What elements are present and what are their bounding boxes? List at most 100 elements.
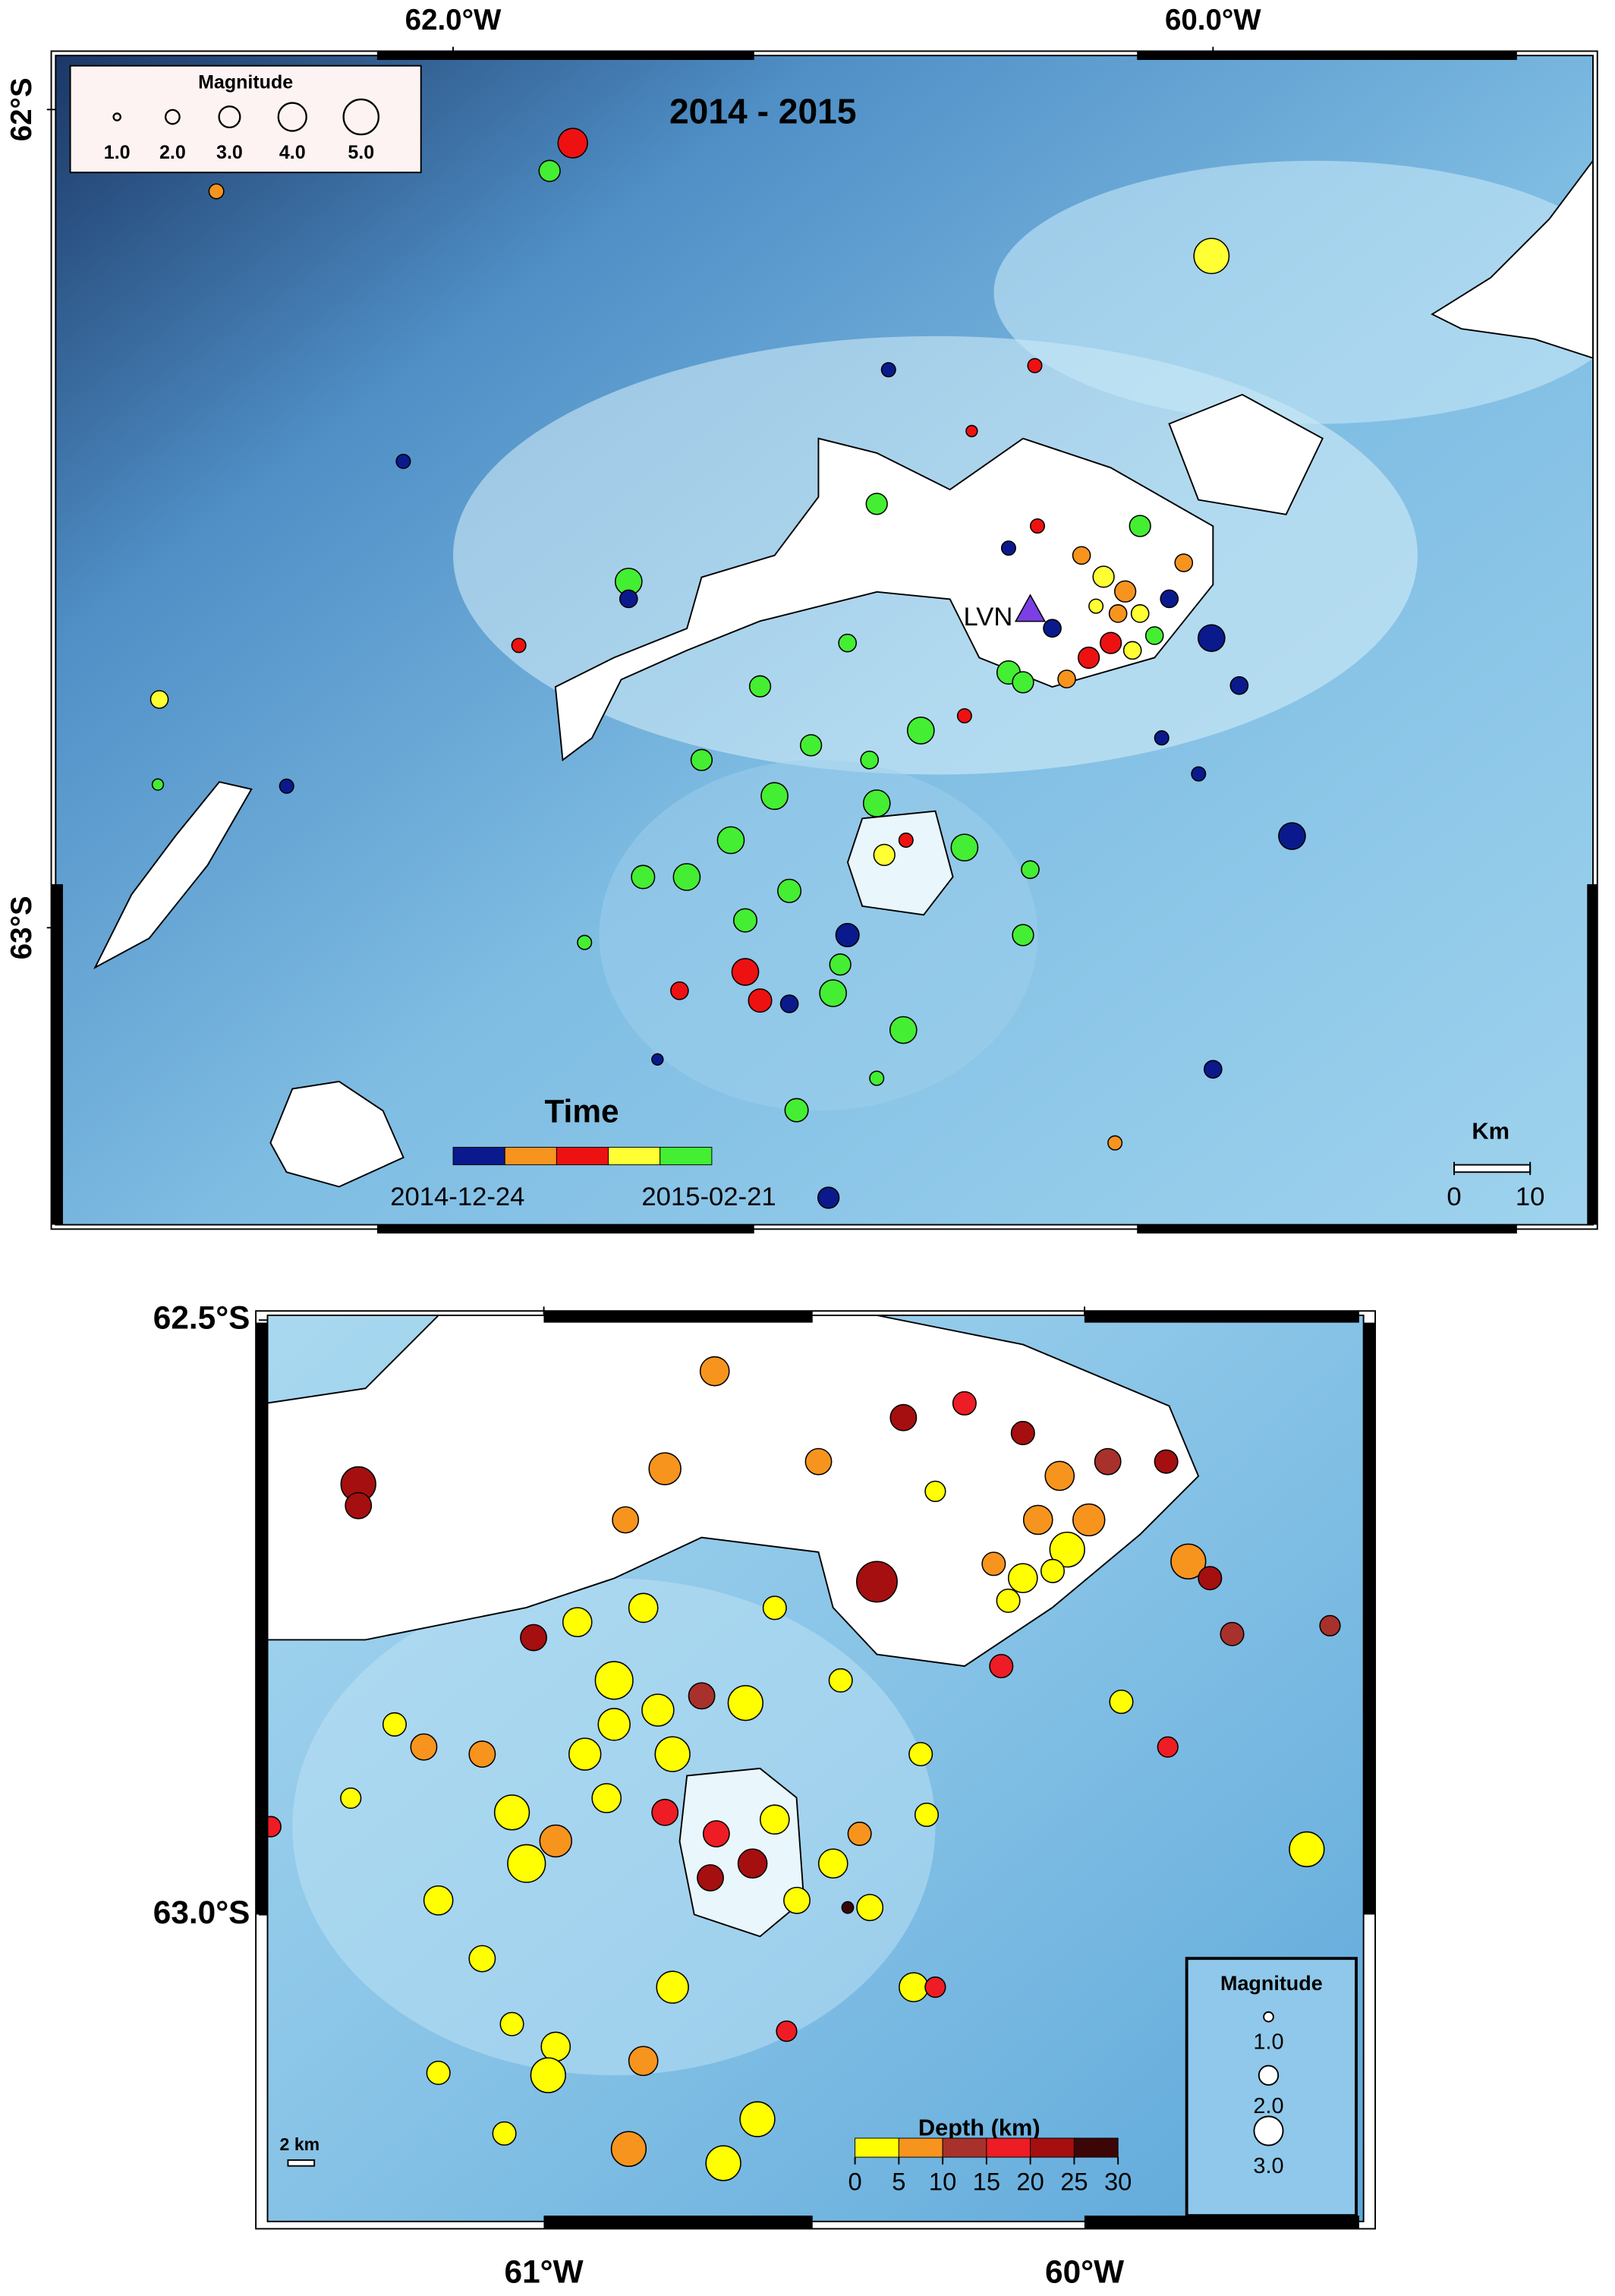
earthquake bbox=[702, 1820, 730, 1847]
earthquake bbox=[345, 1491, 373, 1520]
earthquake bbox=[847, 1822, 872, 1847]
earthquake bbox=[981, 1551, 1006, 1576]
colorbar-segment bbox=[942, 2137, 987, 2158]
earthquake bbox=[737, 1848, 768, 1879]
earthquake bbox=[1160, 589, 1179, 609]
earthquake bbox=[1174, 553, 1194, 572]
legend-label: 3.0 bbox=[216, 142, 243, 163]
earthquake bbox=[869, 1070, 885, 1086]
earthquake bbox=[952, 1391, 977, 1416]
legend-label: 2.0 bbox=[1253, 2094, 1283, 2118]
earthquake bbox=[817, 1186, 840, 1209]
earthquake bbox=[619, 589, 638, 609]
earthquake bbox=[1122, 641, 1142, 660]
scale-bar bbox=[287, 2159, 316, 2167]
lon-tick-label: 61°W bbox=[505, 2253, 584, 2289]
earthquake bbox=[828, 1668, 853, 1693]
earthquake bbox=[838, 633, 858, 653]
earthquake bbox=[924, 1976, 946, 1998]
earthquake bbox=[799, 734, 823, 757]
legend-circle bbox=[164, 109, 181, 125]
earthquake bbox=[705, 2145, 741, 2181]
colorbar-segment bbox=[660, 1147, 713, 1166]
earthquake bbox=[1088, 598, 1104, 614]
colorbar-segment bbox=[1073, 2137, 1119, 2158]
lon-tick-label: 60°W bbox=[1045, 2253, 1124, 2289]
earthquake bbox=[855, 1561, 898, 1603]
earthquake bbox=[641, 1693, 675, 1727]
earthquake bbox=[1007, 1563, 1038, 1594]
earthquake bbox=[1077, 646, 1100, 669]
colorbar-label: 10 bbox=[929, 2167, 956, 2195]
earthquake bbox=[520, 1624, 547, 1652]
earthquake bbox=[965, 424, 978, 438]
earthquake bbox=[760, 782, 789, 811]
earthquake bbox=[507, 1844, 546, 1883]
scale-title: 2 km bbox=[280, 2134, 320, 2154]
colorbar-segment bbox=[1030, 2137, 1075, 2158]
earthquake bbox=[817, 1848, 848, 1879]
lat-tick-label: 62.5°S bbox=[153, 1299, 250, 1335]
earthquake bbox=[1197, 624, 1226, 653]
earthquake bbox=[1092, 565, 1115, 588]
earthquake bbox=[1029, 518, 1046, 534]
legend-title: Time bbox=[544, 1093, 619, 1129]
earthquake bbox=[1114, 580, 1137, 603]
map-title: 2014 - 2015 bbox=[669, 91, 857, 131]
legend-circle bbox=[1253, 2115, 1284, 2146]
earthquake bbox=[568, 1737, 602, 1771]
earthquake bbox=[594, 1661, 634, 1700]
earthquake bbox=[1129, 515, 1151, 537]
earthquake bbox=[784, 1098, 809, 1123]
earthquake bbox=[1144, 626, 1164, 645]
earthquake bbox=[340, 1787, 362, 1809]
legend-title: Magnitude bbox=[198, 71, 293, 93]
earthquake bbox=[656, 1970, 689, 2004]
earthquake bbox=[557, 128, 588, 159]
earthquake bbox=[1108, 604, 1128, 623]
colorbar-segment bbox=[452, 1147, 505, 1166]
earthquake bbox=[540, 2031, 571, 2062]
legend-label: 5.0 bbox=[348, 142, 374, 163]
legend-label: 2.0 bbox=[159, 142, 186, 163]
colorbar-segment bbox=[898, 2137, 943, 2158]
earthquake bbox=[1109, 1690, 1134, 1715]
earthquake bbox=[1012, 671, 1034, 694]
earthquake bbox=[716, 826, 745, 855]
colorbar-segment bbox=[556, 1147, 609, 1166]
earthquake bbox=[697, 1864, 724, 1891]
earthquake bbox=[856, 1894, 884, 1922]
magnitude-legend-box bbox=[69, 65, 422, 174]
earthquake bbox=[492, 2121, 517, 2146]
earthquake bbox=[511, 638, 527, 654]
earthquake bbox=[889, 1016, 918, 1044]
earthquake bbox=[873, 843, 896, 866]
earthquake bbox=[423, 1885, 454, 1916]
land bbox=[269, 1080, 405, 1188]
earthquake bbox=[672, 863, 701, 891]
scale-label: 10 bbox=[1516, 1183, 1545, 1211]
earthquake bbox=[670, 981, 689, 1000]
earthquake bbox=[648, 1452, 682, 1485]
earthquake bbox=[865, 493, 888, 515]
shelf bbox=[993, 160, 1593, 424]
earthquake bbox=[1154, 1449, 1179, 1474]
earthquake bbox=[530, 2057, 566, 2093]
top-map-base bbox=[55, 55, 1593, 1225]
colorbar-label: 20 bbox=[1016, 2167, 1044, 2195]
earthquake bbox=[610, 2131, 647, 2167]
earthquake bbox=[727, 1685, 763, 1721]
colorbar-segment bbox=[504, 1147, 557, 1166]
earthquake bbox=[1157, 1736, 1179, 1758]
colorbar-label: 2015-02-21 bbox=[641, 1183, 776, 1211]
earthquake bbox=[889, 1403, 918, 1431]
legend-label: 3.0 bbox=[1253, 2154, 1283, 2178]
earthquake bbox=[860, 750, 880, 770]
earthquake bbox=[538, 159, 561, 182]
colorbar-label: 15 bbox=[973, 2167, 1000, 2195]
earthquake bbox=[577, 934, 593, 950]
earthquake bbox=[880, 362, 896, 378]
earthquake bbox=[732, 908, 758, 933]
